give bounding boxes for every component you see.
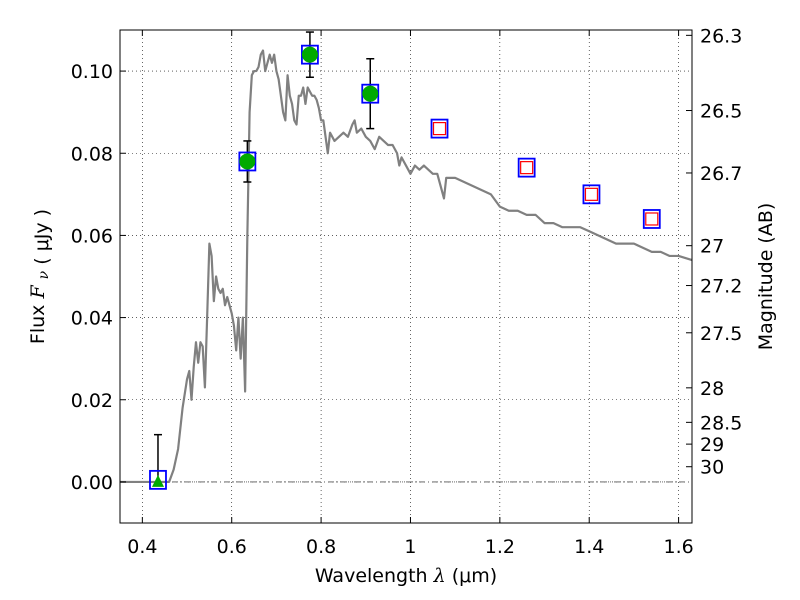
y2-tick-label: 30 — [700, 457, 724, 479]
spectrum-line — [120, 49, 693, 484]
x-axis-label-symbol: λ — [433, 565, 446, 587]
blue-square-marker — [517, 157, 536, 178]
x-tick-label: 0.6 — [217, 536, 247, 558]
y2-tick-label: 26.3 — [700, 25, 742, 47]
tick-marks — [120, 30, 692, 523]
y2-tick-label: 26.5 — [700, 101, 742, 123]
x-tick-label: 0.8 — [306, 536, 336, 558]
y-tick-label: 0.08 — [71, 143, 113, 165]
red-open-square-marker — [432, 121, 447, 136]
red-open-square-marker — [584, 187, 599, 201]
y-axis-label-unit: ( μJy ) — [31, 209, 53, 265]
green-circle-marker — [301, 46, 318, 63]
y-axis-label-symbol: F — [27, 285, 49, 300]
green-triangle-marker — [151, 474, 164, 487]
y-axis-label: Flux F ν ( μJy ) — [27, 209, 53, 344]
grid — [120, 30, 692, 523]
red-open-square-marker — [645, 212, 659, 226]
x-tick-label: 0.4 — [127, 536, 157, 558]
x-axis-label-unit: (μm) — [452, 565, 497, 587]
y2-tick-label: 28.5 — [700, 412, 742, 434]
x-tick-label: 1 — [404, 536, 416, 558]
green-circle-marker — [239, 153, 256, 170]
x-tick-label: 1.2 — [485, 536, 515, 558]
tick-labels: 0.4 0.6 0.8 1 1.2 1.4 1.6 0.00 0.02 0.04 0.06 0.08 0… — [71, 25, 743, 558]
y2-tick-label: 26.7 — [700, 163, 742, 185]
plot-frame — [119, 29, 693, 524]
y-tick-label: 0.06 — [71, 225, 113, 247]
blue-square-marker — [642, 209, 661, 229]
x-axis-label-text: Wavelength — [315, 565, 428, 587]
y-tick-label: 0.10 — [71, 61, 113, 83]
y-tick-label: 0.04 — [71, 308, 113, 330]
y2-tick-label: 29 — [700, 434, 724, 456]
y-tick-label: 0.00 — [71, 472, 113, 494]
x-axis-label: Wavelength λ (μm) — [315, 565, 497, 587]
secondary-y-axis-label: Magnitude (AB) — [755, 203, 777, 351]
x-tick-label: 1.4 — [574, 536, 604, 558]
x-tick-label: 1.6 — [663, 536, 693, 558]
y2-tick-label: 28 — [700, 378, 724, 400]
red-open-square-marker — [520, 161, 534, 175]
blue-square-marker — [430, 118, 449, 139]
series-layer — [120, 31, 693, 490]
blue-square-marker — [149, 469, 167, 490]
green-circle-marker — [362, 85, 379, 102]
y2-tick-label: 27 — [700, 236, 724, 258]
y2-tick-label: 27.2 — [700, 276, 742, 298]
y2-tick-label: 27.5 — [700, 323, 742, 345]
y-axis-label-text: Flux — [27, 305, 49, 345]
blue-square-marker — [582, 184, 601, 205]
y-axis-label-subscript: ν — [36, 270, 52, 279]
y-tick-label: 0.02 — [71, 390, 113, 412]
